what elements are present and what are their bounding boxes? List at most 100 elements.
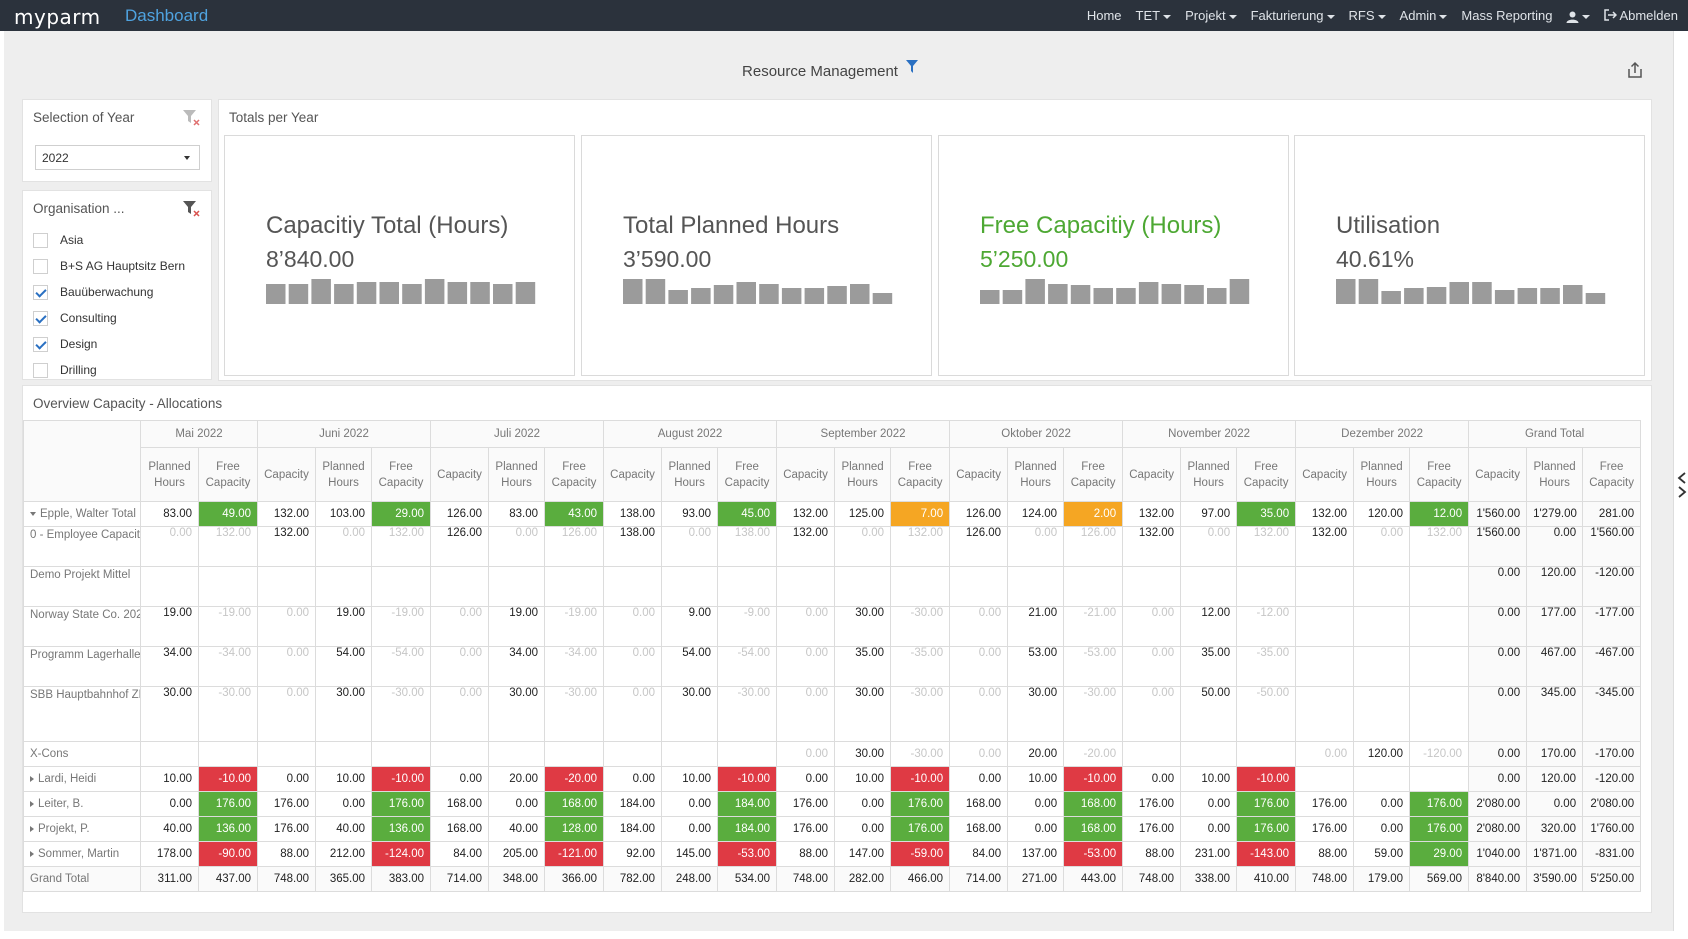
row-header[interactable]: Leiter, B.	[23, 791, 141, 817]
table-cell: 0.00	[1353, 816, 1411, 842]
table-cell: 0.00	[257, 606, 316, 647]
table-cell: 10.00	[1180, 766, 1238, 792]
table-cell: 103.00	[315, 501, 372, 527]
column-header[interactable]: Free Capacity	[370, 447, 432, 502]
expand-icon[interactable]	[30, 850, 34, 857]
table-cell: 40.00	[315, 816, 372, 842]
clear-filter-icon[interactable]	[183, 201, 201, 217]
organisation-option[interactable]: Design	[33, 331, 185, 357]
table-cell	[1353, 766, 1411, 792]
table-cell: 132.00	[1409, 526, 1470, 567]
column-header[interactable]: Capacity	[1468, 447, 1528, 502]
table-cell: 29.00	[370, 501, 432, 527]
nav-item-mass-reporting[interactable]: Mass Reporting	[1461, 8, 1552, 23]
expand-icon[interactable]	[30, 800, 34, 807]
checkbox[interactable]	[33, 362, 48, 378]
column-header[interactable]: Planned Hours	[1353, 447, 1411, 502]
nav-item-tet[interactable]: TET	[1136, 8, 1172, 23]
column-header[interactable]: Capacity	[776, 447, 836, 502]
column-header[interactable]: Planned Hours	[1180, 447, 1238, 502]
table-cell: 176.00	[257, 816, 316, 842]
row-header[interactable]: Epple, Walter Total	[23, 501, 141, 527]
table-cell: 176.00	[890, 816, 951, 842]
table-cell	[198, 566, 258, 607]
row-header[interactable]: Projekt, P.	[23, 816, 141, 842]
column-header[interactable]: Planned Hours	[315, 447, 372, 502]
sidebar-toggle-icon[interactable]	[1676, 470, 1688, 500]
column-header[interactable]: Capacity	[257, 447, 316, 502]
column-header[interactable]: Capacity	[1295, 447, 1355, 502]
organisation-option[interactable]: Asia	[33, 227, 185, 253]
filter-icon[interactable]	[906, 60, 918, 74]
table-cell: 748.00	[776, 866, 836, 892]
column-header[interactable]: Planned Hours	[1007, 447, 1065, 502]
table-cell: 271.00	[1007, 866, 1065, 892]
expand-icon[interactable]	[30, 825, 34, 832]
clear-filter-icon[interactable]	[183, 110, 201, 126]
table-cell	[776, 566, 836, 607]
table-cell: 3'590.00	[1526, 866, 1584, 892]
column-header[interactable]: Free Capacity	[1582, 447, 1642, 502]
column-header[interactable]: Free Capacity	[544, 447, 605, 502]
row-header[interactable]: Lardi, Heidi	[23, 766, 141, 792]
table-cell: -19.00	[370, 606, 432, 647]
column-header[interactable]: Capacity	[603, 447, 663, 502]
export-icon[interactable]	[1626, 61, 1644, 79]
table-cell: 30.00	[834, 686, 892, 742]
table-cell: -10.00	[198, 766, 258, 792]
table-cell: 0.00	[776, 646, 836, 687]
column-header[interactable]: Free Capacity	[1236, 447, 1297, 502]
table-cell: 120.00	[1353, 501, 1411, 527]
nav-item-projekt[interactable]: Projekt	[1185, 8, 1237, 23]
table-cell: 0.00	[257, 646, 316, 687]
checkbox[interactable]	[33, 284, 48, 300]
column-header[interactable]: Planned Hours	[488, 447, 546, 502]
checkbox[interactable]	[33, 336, 48, 352]
column-header[interactable]: Planned Hours	[140, 447, 199, 502]
column-header[interactable]: Planned Hours	[834, 447, 892, 502]
expand-icon[interactable]	[30, 775, 34, 782]
checkbox[interactable]	[33, 310, 48, 326]
table-cell: 0.00	[834, 526, 892, 567]
year-select[interactable]: 2022	[35, 145, 200, 170]
organisation-option[interactable]: Drilling	[33, 357, 185, 383]
checkbox[interactable]	[33, 258, 48, 274]
nav-item-home[interactable]: Home	[1087, 8, 1122, 23]
checkbox[interactable]	[33, 232, 48, 248]
column-header[interactable]: Free Capacity	[1409, 447, 1470, 502]
column-header[interactable]: Capacity	[1122, 447, 1182, 502]
caret-down-icon	[1326, 14, 1335, 19]
organisation-option[interactable]: Consulting	[33, 305, 185, 331]
organisation-option[interactable]: B+S AG Hauptsitz Bern	[33, 253, 185, 279]
app-logo[interactable]: myparm	[14, 5, 101, 29]
collapse-icon[interactable]	[30, 511, 36, 516]
table-cell: 45.00	[717, 501, 778, 527]
table-cell: 782.00	[603, 866, 663, 892]
table-cell	[488, 741, 546, 767]
nav-item-fakturierung[interactable]: Fakturierung	[1251, 8, 1335, 23]
row-header[interactable]: Sommer, Martin	[23, 841, 141, 867]
column-header[interactable]: Free Capacity	[1063, 447, 1124, 502]
organisation-option[interactable]: Bauüberwachung	[33, 279, 185, 305]
kpi-card: Total Planned Hours 3’590.00	[581, 135, 932, 376]
column-header[interactable]: Planned Hours	[661, 447, 719, 502]
table-cell: 29.00	[1409, 841, 1470, 867]
nav-item-rfs[interactable]: RFS	[1349, 8, 1386, 23]
table-cell: 176.00	[776, 816, 836, 842]
column-header[interactable]: Capacity	[430, 447, 490, 502]
logout-link[interactable]: Abmelden	[1604, 8, 1678, 23]
table-cell: 120.00	[1526, 766, 1584, 792]
nav-item-admin[interactable]: Admin	[1400, 8, 1448, 23]
column-header[interactable]: Free Capacity	[198, 447, 258, 502]
column-header[interactable]: Free Capacity	[717, 447, 778, 502]
column-header[interactable]: Planned Hours	[1526, 447, 1584, 502]
organisation-filter-card: Organisation ... Asia B+S AG Hauptsitz Be…	[22, 190, 212, 380]
table-cell: 30.00	[1007, 686, 1065, 742]
table-cell: -35.00	[890, 646, 951, 687]
kpi-value: 3’590.00	[623, 246, 712, 272]
overview-title: Overview Capacity - Allocations	[33, 396, 223, 411]
column-header[interactable]: Capacity	[949, 447, 1009, 502]
user-menu[interactable]	[1566, 8, 1591, 23]
column-header[interactable]: Free Capacity	[890, 447, 951, 502]
table-cell: 1'871.00	[1526, 841, 1584, 867]
